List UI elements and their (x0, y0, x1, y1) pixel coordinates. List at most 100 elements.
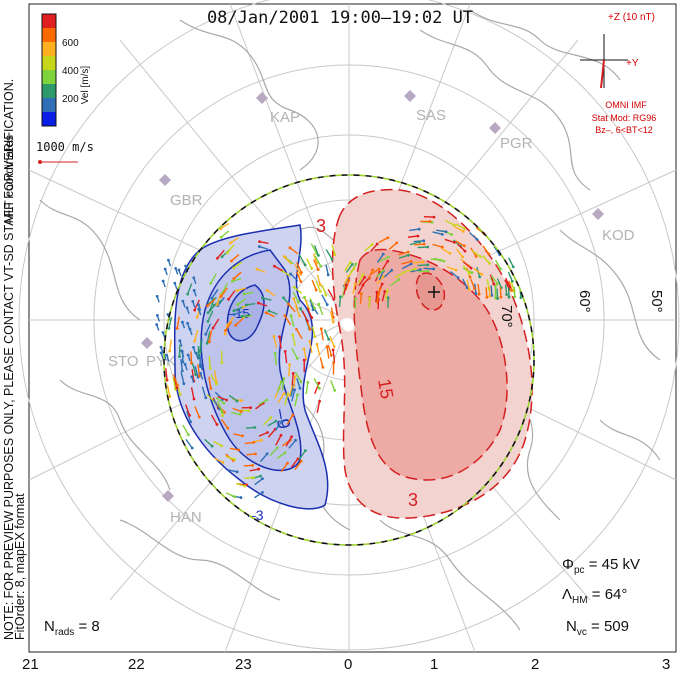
velocity-vector-origin (180, 369, 184, 373)
station-pgr: PGR (500, 135, 533, 152)
velocity-vector-origin (220, 410, 224, 414)
color-scale-segment (42, 42, 56, 57)
velocity-vector (269, 447, 278, 456)
velocity-vector (274, 353, 277, 366)
velocity-vector-origin (219, 235, 223, 239)
velocity-vector-origin (326, 273, 330, 277)
velocity-vector (455, 223, 465, 230)
color-scale-segment (42, 28, 56, 43)
velocity-vector (444, 238, 455, 244)
velocity-vector (258, 431, 268, 437)
n-vc-value: = 509 (591, 618, 629, 635)
velocity-vector (245, 426, 255, 429)
velocity-vector (172, 377, 177, 390)
velocity-vector-origin (288, 363, 291, 366)
velocity-vector (284, 315, 292, 326)
velocity-vector (233, 310, 243, 316)
velocity-vector (298, 254, 306, 266)
velocity-vector (316, 401, 321, 413)
velocity-vector-origin (238, 413, 242, 416)
velocity-vector (207, 310, 214, 322)
velocity-vector (331, 244, 336, 255)
velocity-vector-origin (199, 362, 202, 366)
velocity-vector-origin (227, 297, 230, 301)
velocity-vector (291, 348, 298, 359)
velocity-vector-origin (327, 338, 331, 341)
fit-order-note: FitOrder: 8, mapEX format (13, 493, 27, 640)
velocity-vector-origin (519, 296, 523, 299)
velocity-vector-origin (272, 335, 276, 338)
velocity-vector-origin (293, 375, 297, 378)
velocity-vector-origin (178, 339, 182, 343)
velocity-vector-origin (485, 295, 489, 299)
velocity-vector-origin (313, 335, 317, 339)
velocity-vector-origin (318, 283, 322, 287)
velocity-vector (259, 245, 269, 250)
mlt-tick-0: 0 (344, 656, 353, 673)
velocity-vector (398, 254, 409, 259)
velocity-vector-origin (161, 331, 165, 334)
velocity-vector (168, 316, 173, 329)
velocity-vector (281, 378, 285, 391)
velocity-vector (473, 267, 483, 275)
velocity-vector-origin (352, 267, 356, 271)
velocity-vector-origin (422, 242, 426, 246)
velocity-vector (292, 334, 296, 347)
velocity-vector-origin (487, 252, 491, 256)
velocity-vector-origin (191, 299, 195, 303)
velocity-vector-origin (278, 335, 281, 339)
velocity-vector-origin (230, 259, 233, 263)
velocity-vector-origin (368, 296, 372, 300)
velocity-vector-origin (361, 283, 365, 287)
velocity-vector-origin (386, 236, 390, 240)
velocity-vector (210, 374, 217, 385)
mlt-tick-23: 23 (235, 656, 252, 673)
velocity-vector (191, 363, 197, 375)
velocity-vector (286, 414, 294, 425)
velocity-vector (482, 255, 491, 264)
imf-model: Stat Mod: RG96 (592, 113, 657, 123)
velocity-vector-origin (182, 382, 186, 386)
velocity-vector (232, 407, 242, 413)
velocity-vector (381, 291, 386, 302)
velocity-vector-origin (406, 250, 410, 254)
velocity-vector-origin (295, 327, 298, 331)
velocity-vector (505, 277, 511, 288)
velocity-vector-origin (192, 397, 196, 401)
velocity-vector (296, 378, 301, 389)
velocity-vector (291, 389, 296, 402)
velocity-vector (255, 402, 264, 410)
velocity-vector-origin (428, 220, 432, 223)
velocity-vector (193, 329, 199, 342)
velocity-vector-origin (513, 295, 517, 299)
imf-z-label: +Z (10 nT) (608, 12, 655, 23)
velocity-vector (504, 284, 508, 295)
velocity-vector (432, 231, 443, 236)
velocity-vector (288, 364, 291, 377)
velocity-vector-origin (166, 313, 170, 316)
velocity-vector (258, 399, 268, 406)
velocity-vector-origin (299, 380, 303, 384)
velocity-vector (298, 450, 306, 460)
velocity-vector (436, 229, 447, 233)
positive-cell (331, 188, 533, 519)
velocity-vector-origin (402, 271, 406, 274)
phi-pc-value: = 45 kV (588, 556, 640, 573)
velocity-vector-origin (244, 303, 248, 307)
n-vc-symbol: N (566, 618, 577, 635)
velocity-vector-origin (353, 297, 357, 301)
velocity-vector-origin (409, 259, 413, 263)
lambda-hm-stat: ΛHM = 64° (562, 586, 627, 606)
imf-source: OMNI IMF (605, 100, 647, 110)
velocity-vector (249, 468, 259, 472)
station-kap: KAP (270, 109, 300, 126)
velocity-vector (345, 263, 353, 273)
color-scale-segment (42, 112, 56, 127)
velocity-vector (309, 341, 313, 354)
velocity-vector (486, 279, 490, 290)
velocity-vector (284, 393, 289, 406)
color-scale-segment (42, 14, 56, 29)
velocity-vector-origin (302, 358, 306, 362)
velocity-vector-origin (192, 345, 195, 349)
velocity-vector-origin (310, 267, 314, 270)
